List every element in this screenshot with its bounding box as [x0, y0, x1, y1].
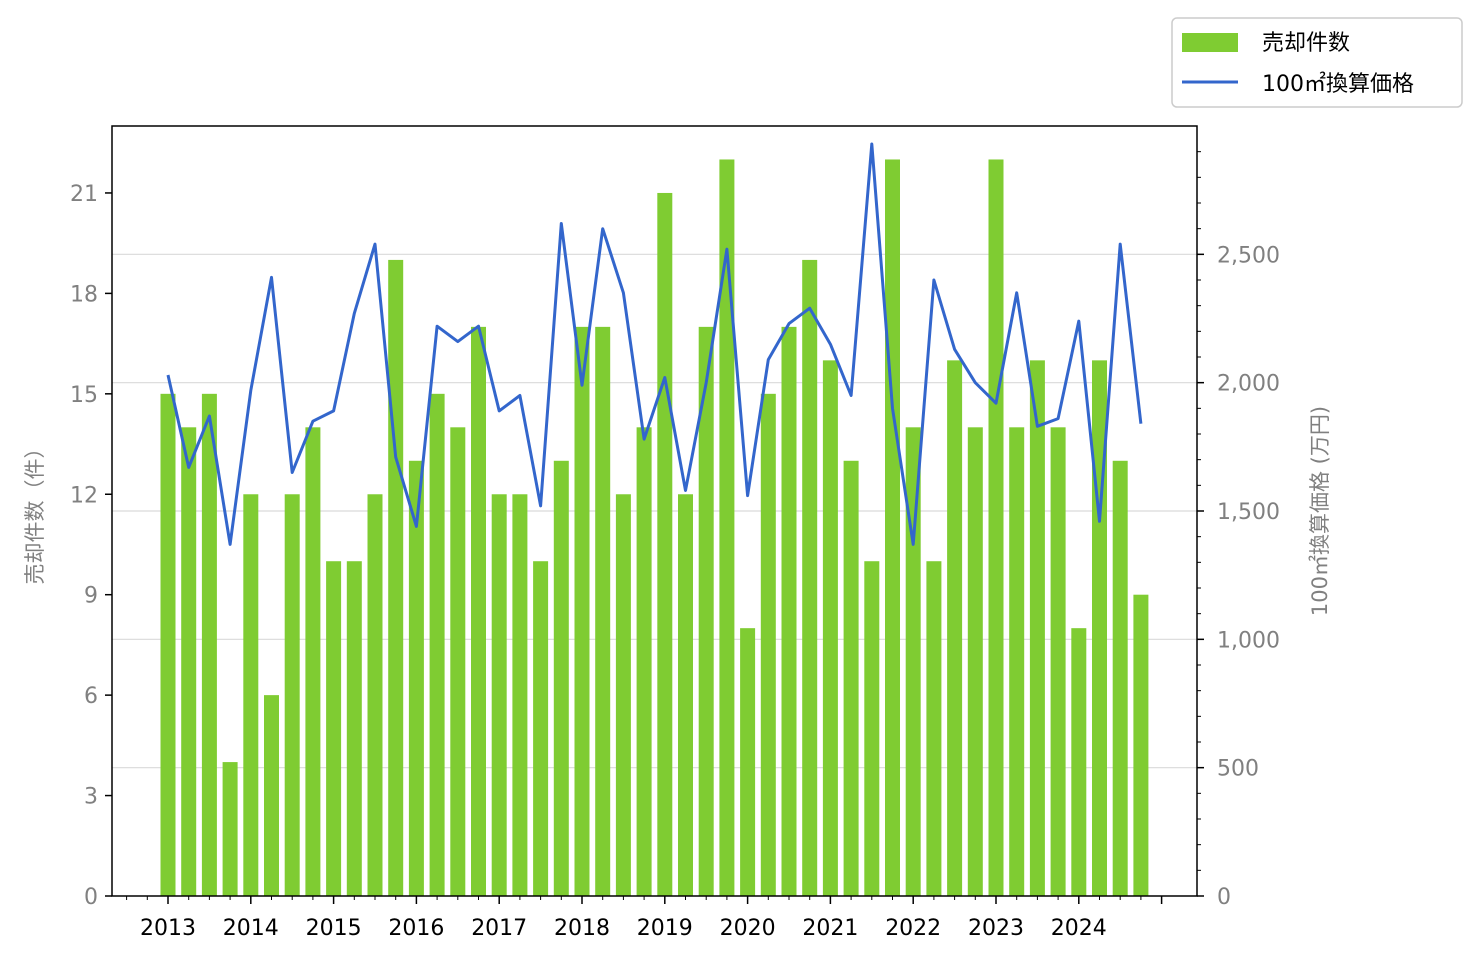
bar	[595, 326, 611, 896]
bar	[698, 326, 714, 896]
line-series	[166, 142, 1143, 546]
bar	[201, 393, 217, 896]
bar	[760, 393, 776, 896]
bar	[471, 326, 486, 896]
x-tick-label: 2015	[306, 916, 362, 941]
x-tick-label: 2023	[968, 916, 1024, 941]
legend-label-line: 100㎡換算価格	[1262, 71, 1414, 97]
x-tick-label: 2016	[388, 916, 444, 941]
bar	[243, 494, 259, 896]
bar	[450, 427, 466, 896]
legend: 売却件数 100㎡換算価格	[1171, 17, 1463, 108]
bar	[967, 427, 983, 896]
x-tick-label: 2018	[554, 916, 610, 941]
bar	[988, 159, 1004, 896]
legend-box	[1171, 17, 1463, 108]
bar	[740, 628, 756, 896]
bar	[367, 494, 383, 896]
bar	[491, 494, 507, 896]
right-tick-label: 2,500	[1217, 243, 1280, 268]
bar	[657, 192, 673, 896]
bar	[802, 259, 818, 896]
bar	[305, 427, 321, 896]
x-tick-label: 2019	[637, 916, 693, 941]
left-y-axis: 0 3 6 9 12 15 18 21	[70, 182, 112, 910]
bar	[864, 561, 880, 896]
bar	[905, 427, 921, 896]
left-tick-label: 15	[70, 383, 98, 408]
price-line	[166, 142, 1143, 546]
right-y-axis: 0 500 1,000 1,500 2,000 2,500	[1197, 151, 1280, 910]
right-tick-label: 500	[1217, 757, 1259, 782]
right-axis-title: 100㎡換算価格 (万円)	[1308, 406, 1332, 616]
bar	[926, 561, 942, 896]
bar	[636, 427, 652, 896]
bar	[885, 159, 900, 896]
left-tick-label: 12	[70, 483, 98, 508]
x-tick-label: 2017	[471, 916, 527, 941]
bar	[947, 360, 963, 896]
bar	[1112, 460, 1128, 896]
bar	[678, 494, 693, 896]
bar	[408, 460, 424, 896]
x-tick-label: 2013	[140, 916, 196, 941]
bar	[1009, 427, 1025, 896]
bar	[822, 360, 838, 896]
bar	[1029, 360, 1045, 896]
bar	[553, 460, 569, 896]
bar	[533, 561, 549, 896]
bar	[512, 494, 528, 896]
bar	[388, 259, 404, 896]
bar	[574, 326, 590, 896]
bar	[615, 494, 631, 896]
bar	[181, 427, 197, 896]
x-tick-label: 2021	[802, 916, 858, 941]
x-tick-label: 2014	[223, 916, 279, 941]
right-tick-label: 1,500	[1217, 500, 1280, 525]
x-tick-label: 2022	[885, 916, 941, 941]
bar	[284, 494, 300, 896]
right-tick-label: 2,000	[1217, 372, 1280, 397]
left-tick-label: 6	[84, 684, 98, 709]
bar	[1050, 427, 1066, 896]
bar	[719, 159, 735, 896]
x-tick-label: 2020	[720, 916, 776, 941]
left-tick-label: 18	[70, 282, 98, 307]
left-axis-title: 売却件数（件）	[23, 438, 47, 585]
right-tick-label: 0	[1217, 885, 1231, 910]
bar	[1071, 628, 1087, 896]
bar	[326, 561, 342, 896]
bar	[1133, 594, 1149, 896]
left-tick-label: 21	[70, 182, 98, 207]
bar	[264, 695, 279, 896]
left-tick-label: 3	[84, 785, 98, 810]
bar	[843, 460, 859, 896]
left-tick-label: 0	[84, 885, 98, 910]
x-tick-label: 2024	[1051, 916, 1107, 941]
bar	[429, 393, 445, 896]
left-tick-label: 9	[84, 584, 98, 609]
x-axis: 2013 2014 2015 2016 2017 2018 2019 2020 2021 2022…	[126, 896, 1163, 941]
bar	[781, 326, 797, 896]
legend-swatch-bar	[1182, 33, 1238, 52]
bar	[160, 393, 176, 896]
bar	[222, 762, 238, 896]
legend-label-bar: 売却件数	[1262, 31, 1350, 56]
right-tick-label: 1,000	[1217, 628, 1280, 653]
bar	[346, 561, 362, 896]
